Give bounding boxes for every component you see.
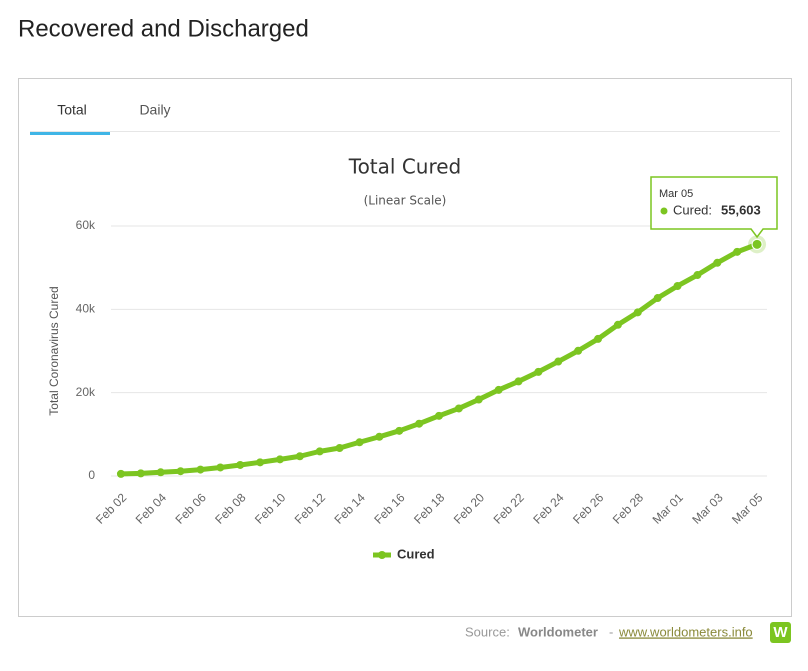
data-point [613,320,622,329]
data-point [136,469,145,478]
page-heading: Recovered and Discharged [18,15,309,42]
y-tick-label: 20k [76,385,96,399]
y-tick-label: 40k [76,302,96,316]
data-point [156,468,165,477]
data-point [454,404,463,413]
source-separator: - [609,624,613,639]
data-point [256,458,265,467]
data-point [116,469,125,478]
chart-subtitle: (Linear Scale) [364,194,447,208]
data-point [395,426,404,435]
data-point [176,467,185,476]
source-prefix: Source: [465,624,510,639]
data-point [494,385,503,394]
hover-point [751,238,763,250]
data-point [315,447,324,456]
source-link[interactable]: www.worldometers.info [618,624,753,639]
y-tick-label: 60k [76,218,96,232]
tab[interactable]: Total [57,102,87,118]
data-point [574,346,583,355]
y-tick-label: 0 [88,468,95,482]
tab-indicator [30,132,110,135]
data-point [693,271,702,280]
data-point [733,247,742,256]
data-point [534,367,543,376]
chart-title: Total Cured [348,155,462,179]
data-point [375,432,384,441]
data-point [673,281,682,290]
data-point [335,443,344,452]
data-point [275,455,284,464]
data-point [355,438,364,447]
logo-text: W [773,624,788,641]
tab[interactable]: Daily [139,102,170,118]
legend-label: Cured [397,546,435,561]
tooltip-box [650,176,778,239]
legend-symbol [378,551,386,559]
tooltip-label: Cured: [673,202,712,217]
tooltip-header: Mar 05 [659,188,693,200]
logo [770,622,791,643]
data-point [633,308,642,317]
chart-box [18,78,792,617]
data-point [435,411,443,420]
data-point [196,465,205,474]
data-point [295,452,304,461]
y-axis-title: Total Coronavirus Cured [47,286,61,415]
source-name: Worldometer [518,624,598,639]
data-point [594,334,603,343]
tooltip-symbol [660,207,668,215]
data-point [474,395,483,404]
tooltip-value: 55,603 [721,202,761,217]
data-point [216,463,225,472]
data-point [415,419,424,428]
data-point [653,294,662,303]
data-point [554,357,563,366]
data-point [514,377,523,386]
data-point [713,258,722,267]
data-point [236,460,245,469]
